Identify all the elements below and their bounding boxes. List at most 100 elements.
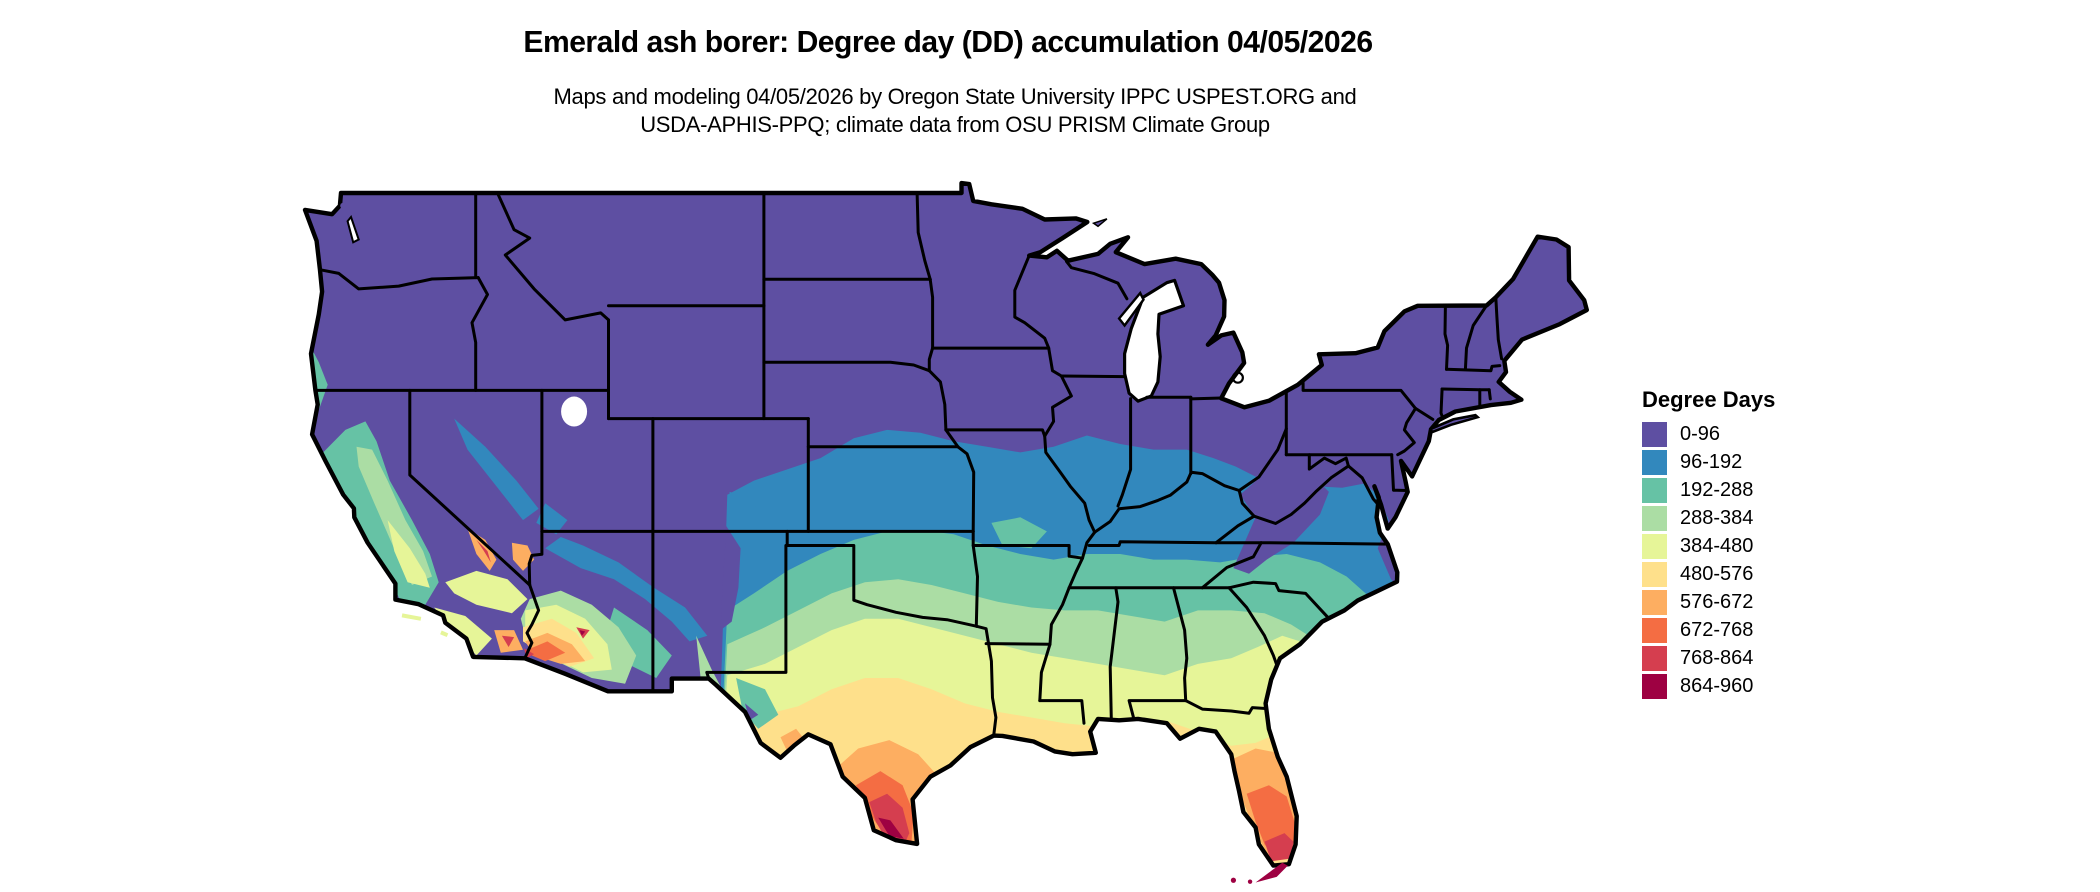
region-patch bbox=[467, 528, 497, 571]
great-lakes bbox=[346, 214, 1244, 427]
state-border-line bbox=[956, 445, 976, 533]
legend-label: 672-768 bbox=[1680, 619, 1754, 641]
lake-michigan bbox=[1123, 278, 1186, 403]
degree-day-raster bbox=[305, 183, 1587, 866]
state-border-line bbox=[496, 191, 610, 322]
legend-swatch bbox=[1642, 506, 1667, 531]
state-border-line bbox=[927, 369, 948, 432]
state-border-line bbox=[971, 530, 1097, 560]
state-border-line bbox=[1414, 406, 1435, 421]
legend-label: 864-960 bbox=[1680, 675, 1754, 697]
state-border-line bbox=[1252, 464, 1350, 525]
legend: Degree Days 0-96 96-192 192-288 288-384 384-… bbox=[1642, 387, 1775, 699]
state-borders bbox=[313, 191, 1504, 738]
region-patch bbox=[527, 641, 566, 662]
state-border-line bbox=[1172, 586, 1189, 703]
legend-swatch bbox=[1642, 478, 1667, 503]
state-border-line bbox=[984, 642, 1052, 646]
state-border-line bbox=[1487, 388, 1492, 401]
state-border-line bbox=[1059, 374, 1127, 379]
keys-dot bbox=[1247, 879, 1253, 884]
state-border-line bbox=[927, 346, 935, 373]
region-patch bbox=[605, 607, 672, 678]
green-bay bbox=[1117, 290, 1145, 328]
state-border-line bbox=[1108, 586, 1120, 721]
state-border-line bbox=[1396, 406, 1417, 457]
state-border-line bbox=[1200, 541, 1263, 590]
state-border-line bbox=[1443, 304, 1450, 371]
state-border-line bbox=[1237, 427, 1288, 492]
region-patch bbox=[545, 537, 708, 642]
region-patch bbox=[878, 817, 904, 839]
legend-item: 864-960 bbox=[1642, 674, 1775, 699]
state-border-line bbox=[318, 268, 480, 291]
state-border-line bbox=[1116, 397, 1133, 508]
legend-label: 0-96 bbox=[1680, 423, 1721, 445]
map-subtitle: Maps and modeling 04/05/2026 by Oregon S… bbox=[0, 83, 1910, 139]
legend-item: 768-864 bbox=[1642, 646, 1775, 671]
legend-label: 576-672 bbox=[1680, 591, 1754, 613]
legend-swatch bbox=[1642, 450, 1667, 475]
legend-item: 288-384 bbox=[1642, 506, 1775, 531]
region-patch bbox=[501, 635, 515, 647]
state-border-line bbox=[1087, 540, 1218, 547]
puget-sound bbox=[346, 214, 360, 244]
legend-swatch bbox=[1642, 646, 1667, 671]
legend-title: Degree Days bbox=[1642, 387, 1776, 412]
legend-label: 288-384 bbox=[1680, 507, 1754, 529]
state-border-line bbox=[1227, 580, 1332, 622]
legend-swatch bbox=[1642, 618, 1667, 643]
state-border-line bbox=[1307, 453, 1350, 471]
state-border-line bbox=[944, 428, 1047, 438]
state-border-line bbox=[1214, 514, 1256, 545]
legend-label: 192-288 bbox=[1680, 479, 1754, 501]
san-juan-island-dot bbox=[340, 202, 347, 209]
legend-swatch bbox=[1642, 674, 1667, 699]
state-border-line bbox=[1184, 699, 1268, 715]
legend-item: 576-672 bbox=[1642, 590, 1775, 615]
state-border-line bbox=[1494, 295, 1504, 361]
region-patch bbox=[720, 525, 741, 631]
legend-swatch bbox=[1642, 422, 1667, 447]
channel-islands bbox=[401, 613, 422, 621]
map-title: Emerald ash borer: Degree day (DD) accum… bbox=[523, 24, 1373, 59]
region-patch bbox=[536, 503, 568, 535]
map-subtitle-line2: USDA-APHIS-PPQ; climate data from OSU PR… bbox=[640, 112, 1270, 137]
state-border-line bbox=[1439, 387, 1444, 419]
state-border-line bbox=[1463, 304, 1488, 371]
state-border-line bbox=[944, 428, 960, 449]
region-patch bbox=[991, 517, 1047, 549]
state-border-line bbox=[762, 360, 931, 373]
state-border-line bbox=[1227, 586, 1281, 673]
state-border-line bbox=[1038, 699, 1086, 725]
region-patch bbox=[445, 570, 528, 614]
map-subtitle-line1: Maps and modeling 04/05/2026 by Oregon S… bbox=[553, 84, 1357, 109]
region-patch bbox=[454, 418, 539, 521]
state-border-line bbox=[1214, 541, 1391, 546]
state-border-line bbox=[915, 191, 932, 281]
region-patch bbox=[579, 630, 586, 636]
legend-label: 480-576 bbox=[1680, 563, 1754, 585]
state-border-line bbox=[971, 529, 979, 628]
channel-islands bbox=[440, 630, 449, 638]
state-border-line bbox=[1390, 453, 1409, 492]
state-border-line bbox=[1301, 381, 1417, 410]
state-border-line bbox=[1048, 556, 1084, 646]
region-patch bbox=[696, 635, 721, 687]
san-juan-island-dot bbox=[346, 210, 352, 216]
legend-list: 0-96 96-192 192-288 288-384 384-480 480-576 57… bbox=[1642, 422, 1775, 699]
state-border-line bbox=[408, 388, 532, 587]
islands bbox=[340, 202, 1481, 884]
state-border-line bbox=[928, 277, 935, 350]
legend-label: 768-864 bbox=[1680, 647, 1754, 669]
isle-royale bbox=[1091, 218, 1108, 228]
legend-swatch bbox=[1642, 562, 1667, 587]
region-patch bbox=[869, 793, 910, 843]
dry-tortugas-dot bbox=[1230, 877, 1237, 883]
state-border-line bbox=[1445, 364, 1502, 373]
state-border-line bbox=[1065, 260, 1129, 301]
legend-label: 96-192 bbox=[1680, 451, 1743, 473]
long-island bbox=[1428, 413, 1481, 434]
legend-swatch bbox=[1642, 534, 1667, 559]
